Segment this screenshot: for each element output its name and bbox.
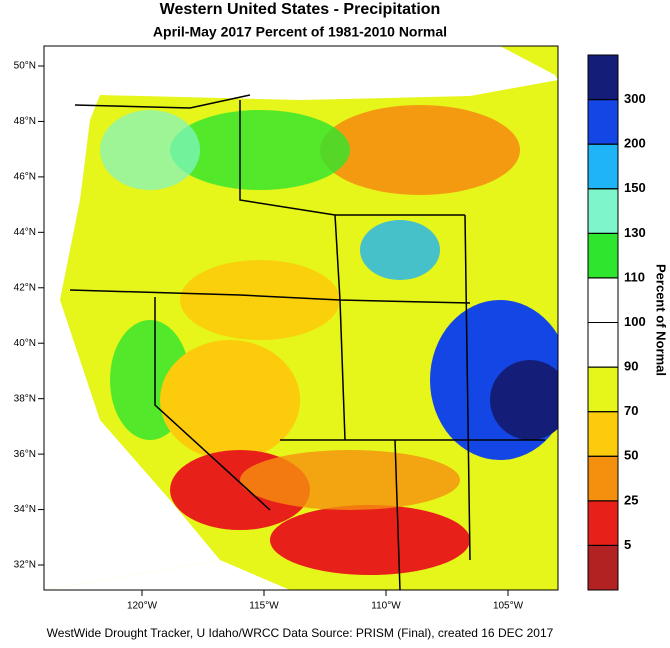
colorbar-box <box>587 277 619 323</box>
map-frame <box>43 45 559 591</box>
map-area <box>43 45 559 591</box>
colorbar-box <box>587 322 619 368</box>
colorbar-label: 5 <box>624 537 631 552</box>
footer: WestWide Drought Tracker, U Idaho/WRCC D… <box>47 626 554 640</box>
colorbar-label: 150 <box>624 180 646 195</box>
colorbar-label: 110 <box>624 269 645 284</box>
colorbar-label: 25 <box>624 492 638 507</box>
lat-tick-label: 42°N <box>14 282 36 293</box>
colorbar-label: 70 <box>624 403 638 418</box>
lat-tick-label: 38°N <box>14 393 36 404</box>
colorbar-label: 50 <box>624 448 638 463</box>
lat-tick-label: 40°N <box>14 338 36 349</box>
lat-tick-label: 50°N <box>14 61 36 72</box>
lat-tick-label: 34°N <box>14 504 36 515</box>
colorbar-label: 90 <box>624 359 638 374</box>
colorbar-box <box>587 188 619 234</box>
colorbar-title: Percent of Normal <box>654 264 669 376</box>
lon-tick-label: 110°W <box>371 601 401 612</box>
lat-tick-label: 32°N <box>14 560 36 571</box>
colorbar-box <box>587 232 619 279</box>
title: Western United States - Precipitation <box>160 1 441 18</box>
lat-tick-label: 48°N <box>14 116 36 127</box>
lon-tick-label: 105°W <box>493 601 524 612</box>
colorbar-label: 130 <box>624 225 646 240</box>
colorbar-box <box>587 99 619 145</box>
colorbar-box <box>587 544 619 591</box>
lat-tick-label: 46°N <box>14 172 36 183</box>
colorbar-box <box>587 411 619 457</box>
colorbar: 5 25 50 70 90 100 110 130 150 200 300 <box>587 54 646 591</box>
colorbar-box <box>587 143 619 190</box>
colorbar-box <box>587 455 619 502</box>
colorbar-box <box>587 54 619 101</box>
lat-tick-label: 44°N <box>14 227 36 238</box>
lon-tick-label: 115°W <box>249 601 279 612</box>
colorbar-box <box>587 366 619 413</box>
lat-tick-label: 36°N <box>14 449 36 460</box>
colorbar-label: 100 <box>624 314 646 329</box>
subtitle: April-May 2017 Percent of 1981-2010 Norm… <box>153 24 447 40</box>
colorbar-label: 300 <box>624 91 646 106</box>
colorbar-label: 200 <box>624 136 646 151</box>
colorbar-box <box>587 500 619 546</box>
lon-tick-label: 120°W <box>127 601 158 612</box>
